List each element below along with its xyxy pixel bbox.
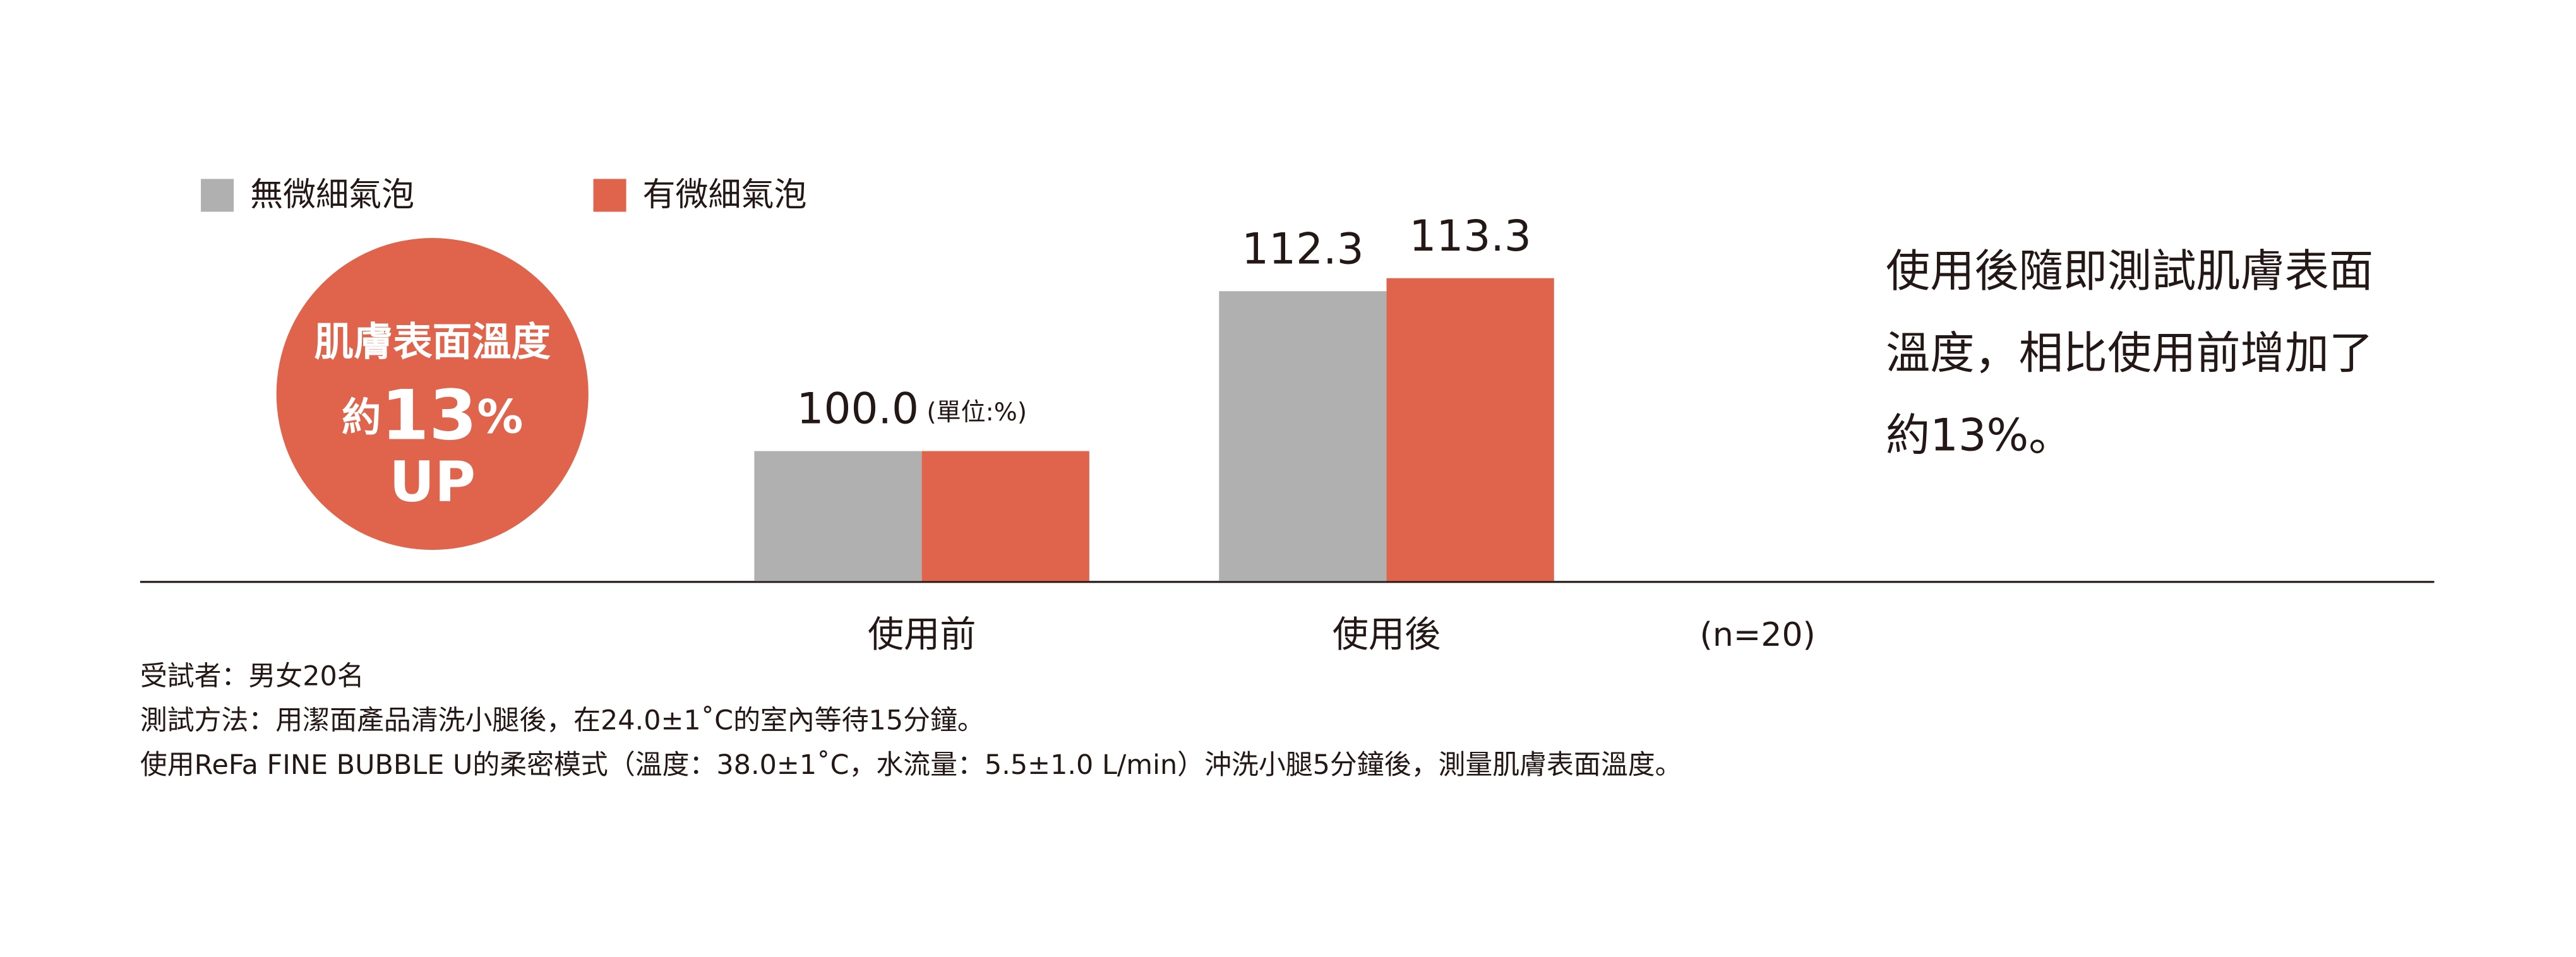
badge-line3: UP <box>389 449 476 514</box>
value-label: 113.3 <box>1409 211 1531 261</box>
legend-swatch <box>593 179 626 212</box>
description-line: 溫度，相比使用前增加了 <box>1886 327 2373 379</box>
bar <box>754 451 922 581</box>
description-line: 使用後隨即測試肌膚表面 <box>1886 245 2373 297</box>
x-tick-label: 使用前 <box>868 614 976 656</box>
legend-label: 無微細氣泡 <box>250 176 414 214</box>
badge-line2: 約13% <box>342 375 523 455</box>
bar <box>1386 278 1554 581</box>
x-tick-label: 使用後 <box>1333 614 1441 656</box>
value-label: 100.0 <box>796 384 919 434</box>
footnote: 使用ReFa FINE BUBBLE U的柔密模式（溫度：38.0±1˚C，水流… <box>140 749 1682 781</box>
badge-unit: % <box>477 391 523 444</box>
bar <box>921 451 1089 581</box>
bar <box>1219 291 1387 581</box>
badge-number: 13 <box>381 375 477 455</box>
description-line: 約13%。 <box>1886 409 2073 461</box>
footnote: 測試方法：用潔面產品清洗小腿後，在24.0±1˚C的室內等待15分鐘。 <box>140 705 985 737</box>
badge-prefix: 約 <box>342 395 381 441</box>
value-label: 112.3 <box>1242 223 1364 273</box>
badge-circle <box>276 238 589 550</box>
unit-note: (單位:%) <box>926 398 1027 427</box>
legend-label: 有微細氣泡 <box>643 176 807 214</box>
sample-note: (n=20) <box>1700 616 1816 654</box>
legend-swatch <box>201 179 234 212</box>
badge-line1: 肌膚表面溫度 <box>315 319 551 365</box>
footnote: 受試者：男女20名 <box>140 660 364 692</box>
